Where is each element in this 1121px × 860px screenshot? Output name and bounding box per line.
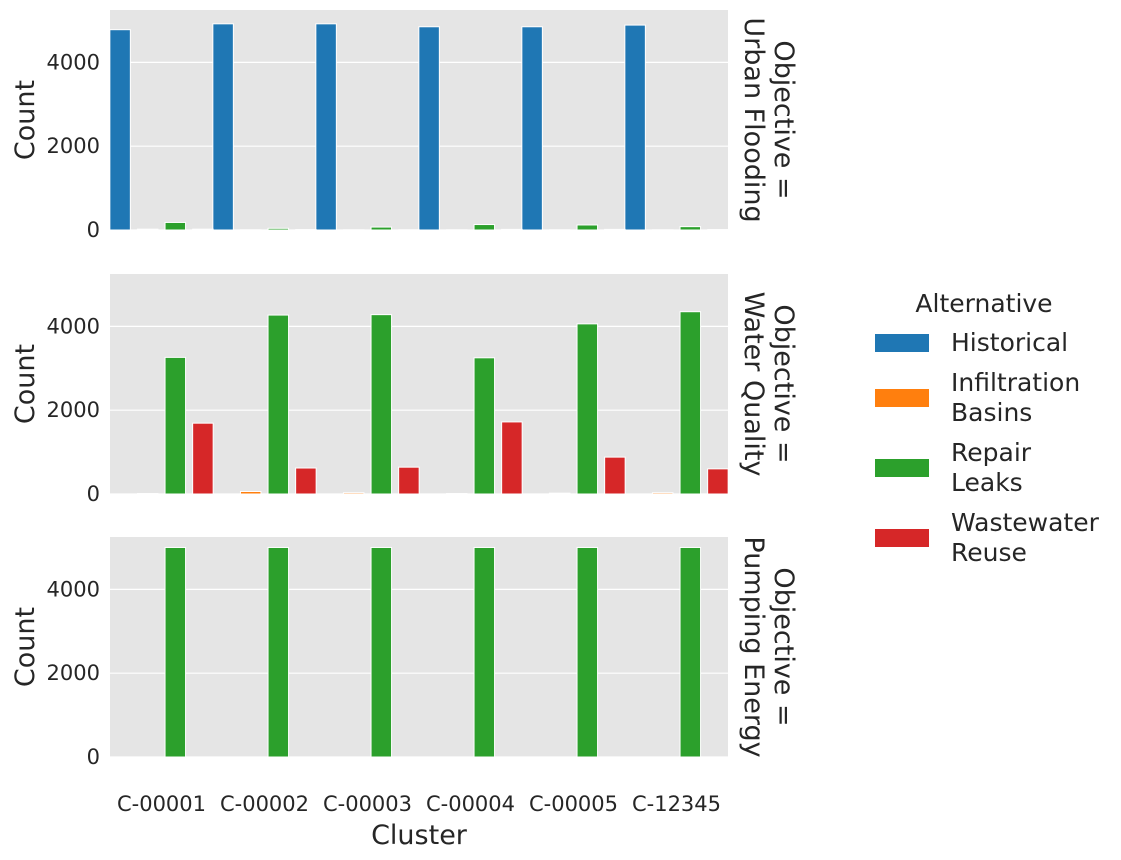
facet-title-line: Water Quality <box>738 292 769 477</box>
legend-label-line: Repair <box>951 438 1032 467</box>
bar <box>267 546 290 758</box>
bar <box>604 228 626 231</box>
legend-label-line: Basins <box>951 398 1032 427</box>
facet-title: Objective =Water Quality <box>738 292 799 477</box>
x-tick-label: C-00005 <box>529 792 618 816</box>
bar <box>679 546 702 758</box>
y-tick-label: 4000 <box>47 50 100 74</box>
y-tick-label: 4000 <box>47 314 100 338</box>
y-axis-label: Count <box>10 607 41 687</box>
legend-swatch <box>875 529 929 547</box>
legend-label-line: Leaks <box>951 468 1023 497</box>
bar <box>473 546 496 758</box>
bar <box>707 468 729 495</box>
facet-title-line: Objective = <box>768 304 799 463</box>
plot-background <box>110 537 728 757</box>
x-tick-label: C-00002 <box>220 792 309 816</box>
bar <box>576 224 599 231</box>
bar <box>109 29 131 231</box>
legend-swatch <box>875 389 929 407</box>
bar <box>651 492 674 495</box>
legend-swatch <box>875 459 929 477</box>
bar <box>501 228 523 231</box>
legend-title: Alternative <box>915 289 1052 318</box>
bar <box>164 221 187 231</box>
bar <box>398 466 420 495</box>
legend-label: Repair Leaks <box>951 438 1032 497</box>
facet-title-line: Urban Flooding <box>738 17 769 222</box>
bar <box>679 226 702 231</box>
y-tick-label: 2000 <box>47 134 100 158</box>
x-tick-label: C-00004 <box>426 792 515 816</box>
facet-title-line: Pumping Energy <box>738 536 769 757</box>
y-tick-label: 2000 <box>47 661 100 685</box>
y-axis-label: Count <box>10 344 41 424</box>
bar <box>136 228 159 231</box>
bar <box>576 546 599 758</box>
facet-title: Objective =Pumping Energy <box>738 536 799 757</box>
facet-title-line: Objective = <box>768 40 799 199</box>
legend-label: Historical <box>951 328 1068 357</box>
y-tick-label: 0 <box>87 745 100 769</box>
bar <box>370 314 393 495</box>
legend-label-line: Historical <box>951 328 1068 357</box>
bar <box>370 546 393 758</box>
bar <box>418 26 440 231</box>
y-axis-label: Count <box>10 80 41 160</box>
bar <box>548 492 571 495</box>
legend-label: Wastewater Reuse <box>951 508 1100 567</box>
bar <box>521 26 543 231</box>
bar <box>212 23 234 231</box>
bar <box>473 357 496 495</box>
bar <box>164 356 187 495</box>
bar <box>295 467 317 495</box>
bar <box>473 224 496 231</box>
y-tick-label: 0 <box>87 218 100 242</box>
bar <box>604 456 626 495</box>
legend-label-line: Reuse <box>951 538 1027 567</box>
legend-label-line: Infiltration <box>951 368 1080 397</box>
y-tick-label: 0 <box>87 482 100 506</box>
bar <box>239 490 262 495</box>
bar <box>624 24 646 231</box>
bar <box>267 314 290 495</box>
facet-title: Objective =Urban Flooding <box>738 17 799 222</box>
bar <box>342 492 365 495</box>
bar <box>576 323 599 495</box>
bar <box>192 422 214 495</box>
legend-swatch <box>875 334 929 352</box>
legend-label: Infiltration Basins <box>951 368 1080 427</box>
bar <box>267 227 290 231</box>
y-tick-label: 2000 <box>47 398 100 422</box>
legend-label-line: Wastewater <box>951 508 1100 537</box>
x-tick-label: C-12345 <box>632 792 721 816</box>
bar <box>679 311 702 495</box>
legend: Alternative Historical Infiltration Basins R… <box>875 289 1100 567</box>
facet-title-line: Objective = <box>768 567 799 726</box>
bar <box>501 421 523 495</box>
bar <box>192 228 214 231</box>
x-axis-label: Cluster <box>371 820 468 851</box>
bar <box>370 226 393 231</box>
x-tick-label: C-00003 <box>323 792 412 816</box>
bar <box>315 23 337 231</box>
bar <box>164 546 187 758</box>
y-tick-label: 4000 <box>47 577 100 601</box>
x-tick-label: C-00001 <box>117 792 206 816</box>
